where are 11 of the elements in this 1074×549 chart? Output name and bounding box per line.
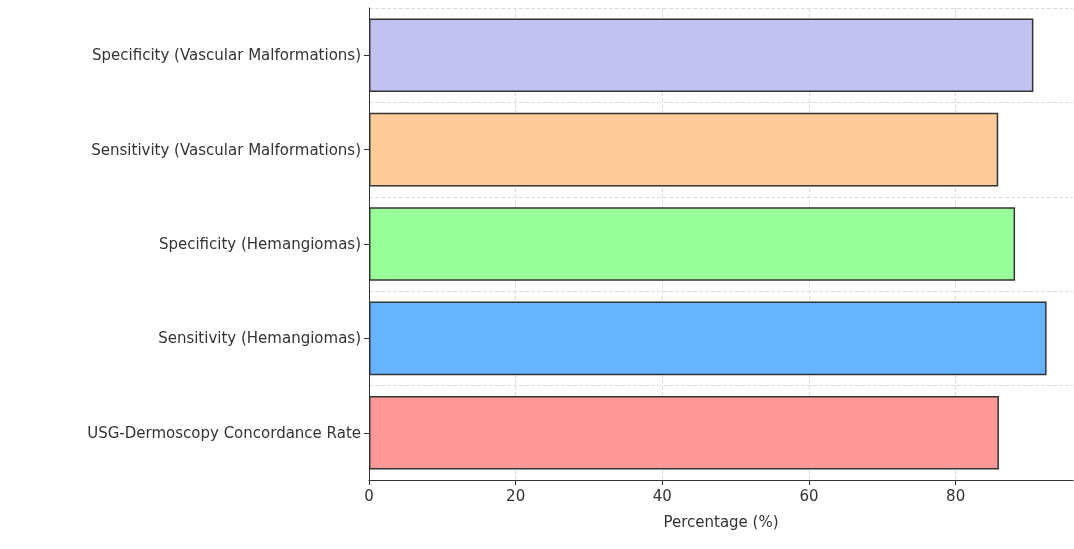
y-tick-label: Sensitivity (Vascular Malformations) bbox=[91, 140, 361, 159]
x-axis-title: Percentage (%) bbox=[663, 512, 779, 531]
x-tick-label: 20 bbox=[506, 486, 526, 505]
x-tick-label: 60 bbox=[799, 486, 819, 505]
y-tick-label: Sensitivity (Hemangiomas) bbox=[158, 329, 361, 348]
x-tick-label: 80 bbox=[946, 486, 966, 505]
x-tick-label: 40 bbox=[652, 486, 672, 505]
y-tick-label: USG-Dermoscopy Concordance Rate bbox=[87, 423, 361, 442]
x-tick-label: 0 bbox=[364, 486, 374, 505]
y-tick-label: Specificity (Vascular Malformations) bbox=[92, 46, 361, 65]
y-tick-label: Specificity (Hemangiomas) bbox=[158, 235, 361, 253]
